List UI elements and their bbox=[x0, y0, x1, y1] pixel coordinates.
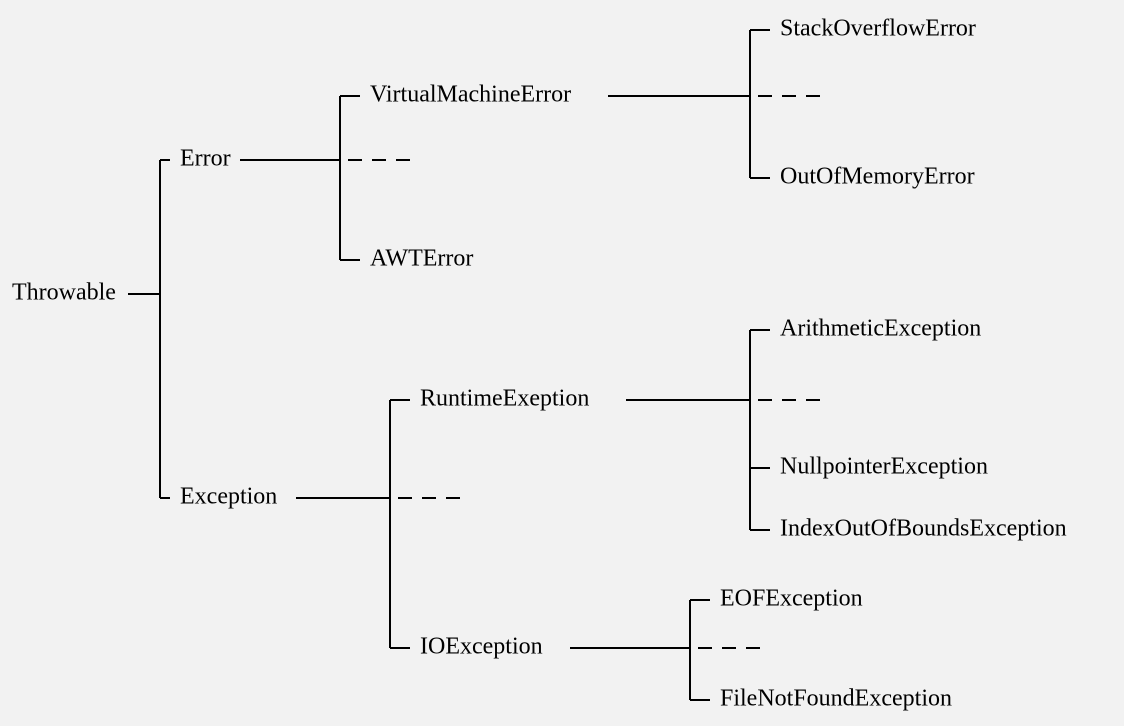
node-ioex: IOException bbox=[420, 634, 543, 660]
node-throwable: Throwable bbox=[12, 280, 116, 306]
node-outofmemory: OutOfMemoryError bbox=[780, 164, 975, 190]
node-filenotfound: FileNotFoundException bbox=[720, 686, 952, 712]
node-nullpointer: NullpointerException bbox=[780, 454, 988, 480]
exception-hierarchy-tree: Throwable Error Exception VirtualMachineErr… bbox=[0, 0, 1124, 726]
node-awterror: AWTError bbox=[370, 246, 473, 272]
node-vmerror: VirtualMachineError bbox=[370, 82, 571, 108]
node-runtimeex: RuntimeExeption bbox=[420, 386, 589, 412]
node-exception: Exception bbox=[180, 484, 277, 510]
node-indexoob: IndexOutOfBoundsException bbox=[780, 516, 1067, 542]
node-arithmetic: ArithmeticException bbox=[780, 316, 981, 342]
node-eof: EOFException bbox=[720, 586, 863, 612]
node-stackoverflow: StackOverflowError bbox=[780, 16, 976, 42]
node-error: Error bbox=[180, 146, 231, 172]
